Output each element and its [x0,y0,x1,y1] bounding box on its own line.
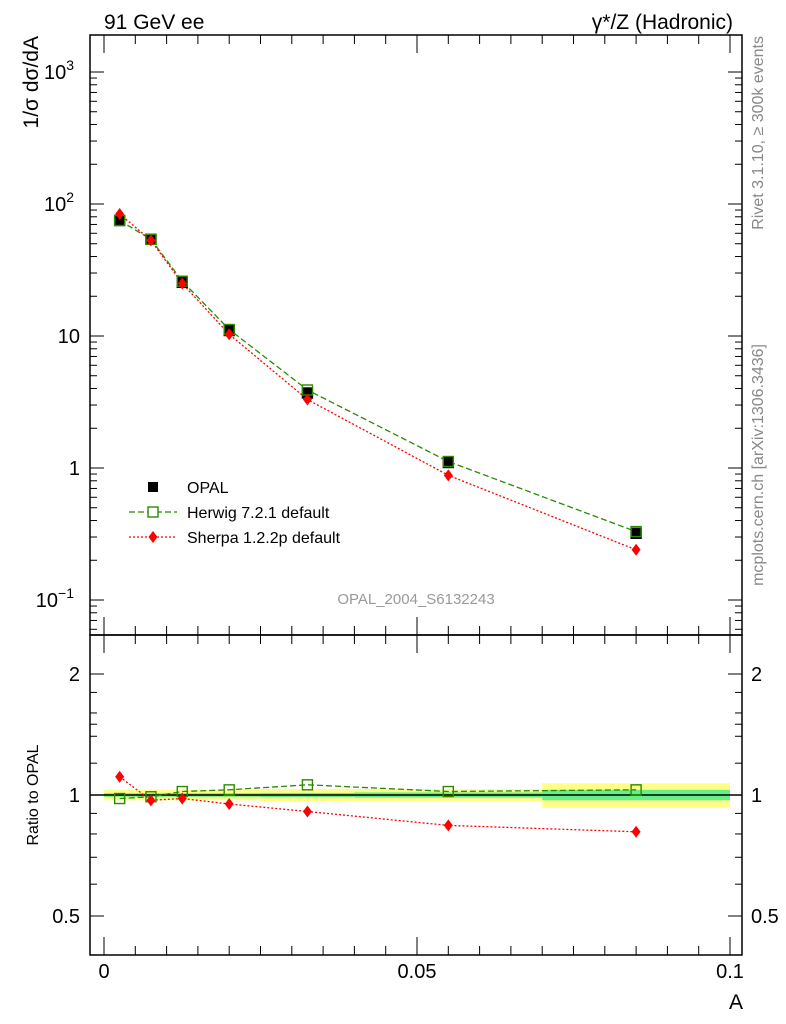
sherpa-ratio-point [146,794,156,807]
herwig-ratio-point [442,785,454,798]
ratio-ytick-label: 1 [69,785,80,807]
sherpa-ratio-point [115,770,125,783]
main-ylabel: 1/σ dσ/dA [20,36,43,128]
sherpa-point [146,234,156,247]
sherpa-ratio-point [224,797,234,810]
xaxis-title: A [729,991,743,1014]
sherpa-ratio-point [302,805,312,818]
ratio-ytick-label-right: 2 [751,664,762,686]
legend-label: Sherpa 1.2.2p default [187,530,341,547]
herwig-ratio-point [113,792,126,805]
xtick-label: 0 [98,961,109,983]
main-ytick-label: 102 [44,189,74,216]
sherpa-point [115,207,125,220]
xtick-label: 0.05 [398,961,437,983]
sherpa-point [302,393,312,406]
analysis-label: OPAL_2004_S6132243 [337,591,494,608]
main-ytick-label: 103 [44,57,74,84]
legend-sherpa-marker [148,531,158,543]
main-ytick-label: 10 [58,326,80,348]
ratio-ytick-label: 0.5 [52,906,80,928]
ratio-ytick-label-right: 0.5 [751,906,779,928]
sherpa-ratio-point [443,819,453,832]
legend-opal-marker [148,482,158,492]
axis-ticks [90,35,742,956]
herwig-point [630,525,642,538]
axis-tick-labels: 10−1 1 10 102 103 0.5 0.5 1 1 2 2 0 0.05 0.1 [36,57,779,983]
main-ytick-label: 1 [69,458,80,480]
header-left-label: 91 GeV ee [104,11,204,34]
sherpa-point [443,469,453,482]
mcplots-label: mcplots.cern.ch [arXiv:1306.3436] [750,344,767,586]
main-ytick-label: 10−1 [36,585,74,612]
xtick-label: 0.1 [716,961,744,983]
sherpa-point [177,277,187,290]
herwig-ratio-point [630,784,642,796]
legend-label: Herwig 7.2.1 default [187,505,330,522]
sherpa-point [631,543,641,556]
sherpa-ratio-point [177,792,187,805]
herwig-ratio-point [301,779,314,791]
herwig-point [442,455,454,468]
header-right-label: γ*/Z (Hadronic) [592,11,733,34]
legend: OPAL Herwig 7.2.1 default Sherpa 1.2.2p de… [129,480,341,547]
legend-herwig-marker [147,506,159,518]
sherpa-ratio-point [631,825,641,838]
rivet-version-label: Rivet 3.1.10, ≥ 300k events [750,36,767,230]
legend-label: OPAL [187,480,229,497]
sherpa-line [119,213,637,551]
data-series [113,207,642,838]
ratio-plot-frame [89,634,743,956]
ratio-ylabel: Ratio to OPAL [25,744,42,845]
herwig-ratio-point [223,784,235,796]
ratio-ytick-label-right: 1 [751,785,762,807]
sherpa-point [224,328,234,341]
ratio-ytick-label: 2 [69,664,80,686]
